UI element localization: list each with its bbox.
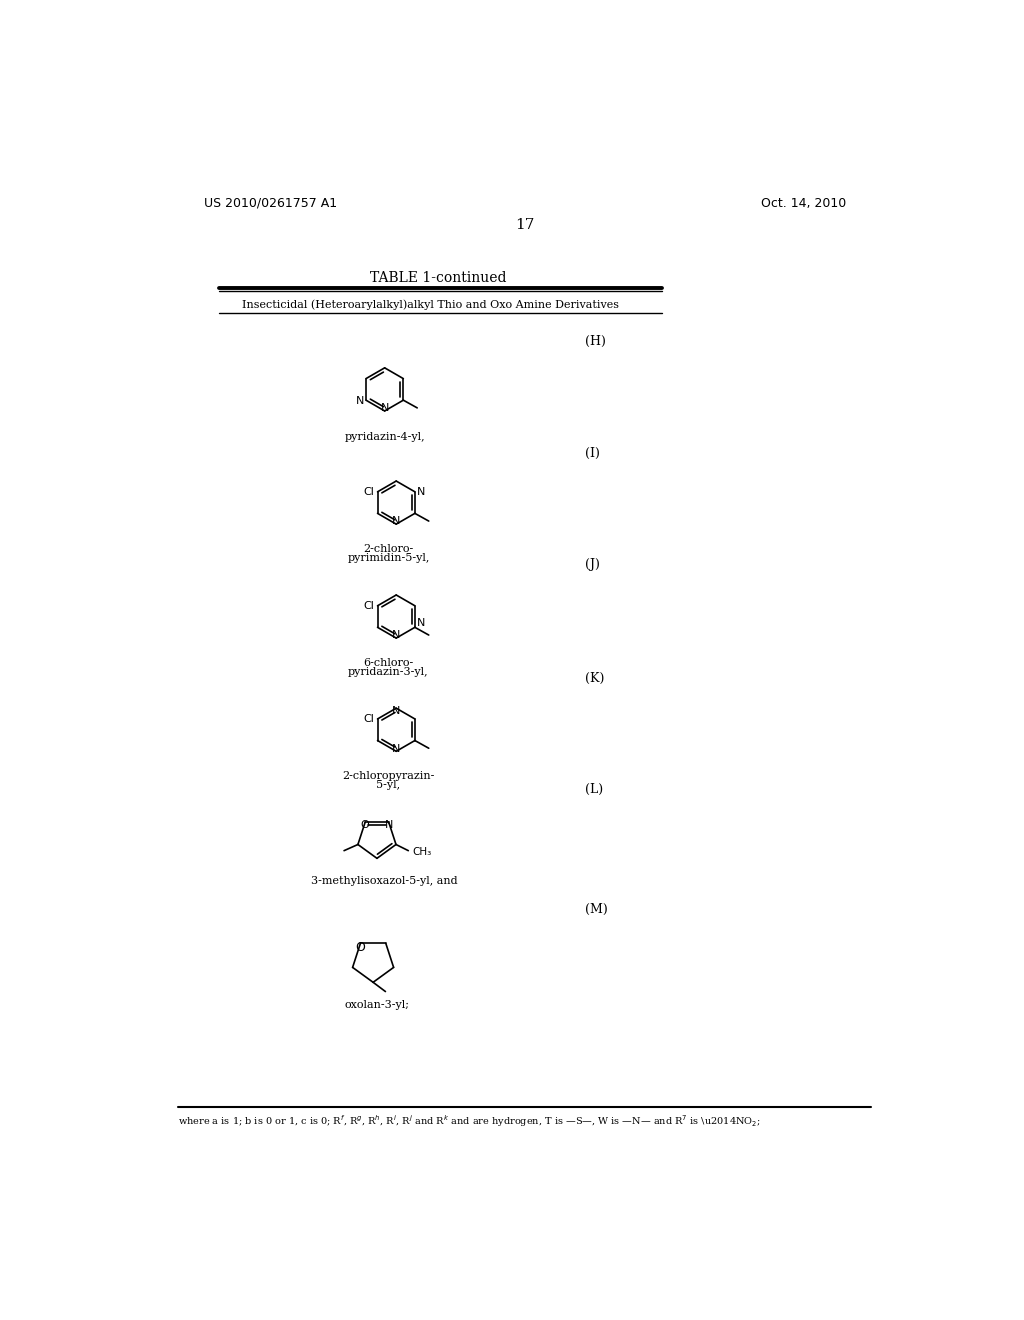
Text: where a is 1; b is 0 or 1, c is 0; R$^f$, R$^g$, R$^h$, R$^i$, R$^j$ and R$^k$ a: where a is 1; b is 0 or 1, c is 0; R$^f$…	[178, 1113, 761, 1129]
Text: pyrimidin-5-yl,: pyrimidin-5-yl,	[347, 553, 430, 564]
Text: (H): (H)	[585, 335, 606, 348]
Text: oxolan-3-yl;: oxolan-3-yl;	[344, 1001, 410, 1010]
Text: N: N	[356, 396, 365, 407]
Text: (K): (K)	[585, 672, 604, 685]
Text: N: N	[417, 618, 425, 628]
Text: pyridazin-3-yl,: pyridazin-3-yl,	[348, 667, 429, 677]
Text: pyridazin-4-yl,: pyridazin-4-yl,	[344, 432, 425, 442]
Text: O: O	[355, 941, 366, 954]
Text: N: N	[392, 706, 400, 715]
Text: 17: 17	[515, 218, 535, 232]
Text: (I): (I)	[585, 446, 600, 459]
Text: Insecticidal (Heteroarylalkyl)alkyl Thio and Oxo Amine Derivatives: Insecticidal (Heteroarylalkyl)alkyl Thio…	[243, 300, 620, 310]
Text: TABLE 1-continued: TABLE 1-continued	[371, 271, 507, 285]
Text: CH₃: CH₃	[413, 847, 431, 857]
Text: O: O	[360, 820, 370, 830]
Text: 2-chloro-: 2-chloro-	[364, 544, 414, 554]
Text: US 2010/0261757 A1: US 2010/0261757 A1	[204, 197, 337, 210]
Text: 2-chloropyrazin-: 2-chloropyrazin-	[342, 771, 435, 781]
Text: (J): (J)	[585, 558, 600, 572]
Text: N: N	[392, 743, 400, 754]
Text: N: N	[417, 487, 425, 496]
Text: 6-chloro-: 6-chloro-	[364, 657, 414, 668]
Text: N: N	[392, 631, 400, 640]
Text: Oct. 14, 2010: Oct. 14, 2010	[762, 197, 847, 210]
Text: 3-methylisoxazol-5-yl, and: 3-methylisoxazol-5-yl, and	[311, 875, 458, 886]
Text: (M): (M)	[585, 903, 607, 916]
Text: (L): (L)	[585, 783, 603, 796]
Text: N: N	[381, 404, 389, 413]
Text: 5-yl,: 5-yl,	[377, 780, 400, 791]
Text: N: N	[385, 820, 393, 830]
Text: Cl: Cl	[364, 487, 375, 496]
Text: Cl: Cl	[364, 601, 375, 611]
Text: Cl: Cl	[364, 714, 375, 723]
Text: N: N	[392, 516, 400, 527]
